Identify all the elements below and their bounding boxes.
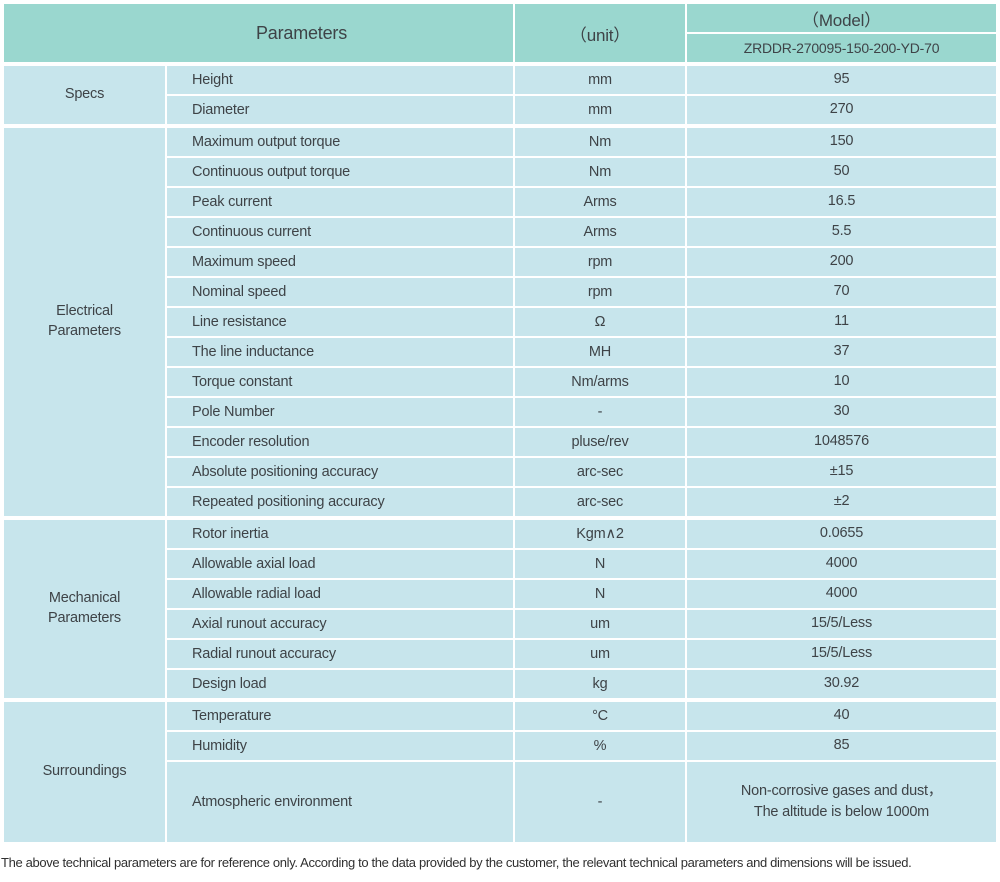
value-cell: 11 [687, 308, 996, 336]
header-parameters-label: Parameters [4, 4, 513, 62]
value-cell: ±15 [687, 458, 996, 486]
param-cell: Torque constant [167, 368, 513, 396]
value-cell: Non-corrosive gases and dust， The altitu… [687, 762, 996, 842]
value-cell: 4000 [687, 550, 996, 578]
param-cell: Temperature [167, 702, 513, 730]
param-cell: Humidity [167, 732, 513, 760]
unit-cell: Ω [515, 308, 685, 336]
unit-cell: um [515, 610, 685, 638]
value-cell: 15/5/Less [687, 640, 996, 668]
value-cell: 0.0655 [687, 520, 996, 548]
unit-cell: Arms [515, 218, 685, 246]
spec-sheet-page: Parameters （unit） （Model） ZRDDR-270095-1… [0, 4, 1000, 882]
table-body: Specs Height mm 95 Diameter mm 270 Electrical P… [4, 66, 996, 842]
value-cell: 150 [687, 128, 996, 156]
group-label: Electrical Parameters [4, 128, 165, 516]
unit-cell: mm [515, 66, 685, 94]
value-cell: 10 [687, 368, 996, 396]
unit-cell: Nm [515, 158, 685, 186]
value-cell: 70 [687, 278, 996, 306]
unit-cell: arc-sec [515, 458, 685, 486]
unit-cell: pluse/rev [515, 428, 685, 456]
header-unit-label: （unit） [515, 4, 685, 62]
unit-cell: rpm [515, 248, 685, 276]
unit-cell: N [515, 580, 685, 608]
unit-cell: Nm/arms [515, 368, 685, 396]
param-cell: Rotor inertia [167, 520, 513, 548]
unit-cell: Arms [515, 188, 685, 216]
footer-note: The above technical parameters are for r… [1, 855, 912, 870]
group-surroundings: Surroundings Temperature °C 40 Humidity% 85 At… [4, 702, 996, 842]
unit-cell: - [515, 762, 685, 842]
unit-cell: um [515, 640, 685, 668]
value-cell: 270 [687, 96, 996, 124]
param-cell: Diameter [167, 96, 513, 124]
unit-cell: MH [515, 338, 685, 366]
value-cell: 15/5/Less [687, 610, 996, 638]
value-cell: 200 [687, 248, 996, 276]
value-cell: 5.5 [687, 218, 996, 246]
group-label: Mechanical Parameters [4, 520, 165, 698]
param-cell: Continuous output torque [167, 158, 513, 186]
unit-cell: kg [515, 670, 685, 698]
unit-cell: Kgm∧2 [515, 520, 685, 548]
param-cell: Allowable axial load [167, 550, 513, 578]
header-model-number: ZRDDR-270095-150-200-YD-70 [687, 34, 996, 62]
group-electrical-parameters: Electrical Parameters Maximum output torq… [4, 128, 996, 516]
table-header: Parameters （unit） （Model） ZRDDR-270095-1… [4, 4, 996, 62]
unit-cell: mm [515, 96, 685, 124]
unit-cell: arc-sec [515, 488, 685, 516]
unit-cell: °C [515, 702, 685, 730]
param-cell: Allowable radial load [167, 580, 513, 608]
param-cell: Maximum speed [167, 248, 513, 276]
group-mechanical-parameters: Mechanical Parameters Rotor inertia Kgm∧2 0… [4, 520, 996, 698]
group-specs: Specs Height mm 95 Diameter mm 270 [4, 66, 996, 124]
value-cell: 37 [687, 338, 996, 366]
value-cell: 50 [687, 158, 996, 186]
value-cell: 40 [687, 702, 996, 730]
param-cell: Axial runout accuracy [167, 610, 513, 638]
unit-cell: rpm [515, 278, 685, 306]
unit-cell: N [515, 550, 685, 578]
value-cell: 16.5 [687, 188, 996, 216]
param-cell: Height [167, 66, 513, 94]
param-cell: Design load [167, 670, 513, 698]
param-cell: The line inductance [167, 338, 513, 366]
value-cell: 30 [687, 398, 996, 426]
param-cell: Atmospheric environment [167, 762, 513, 842]
value-cell: ±2 [687, 488, 996, 516]
param-cell: Radial runout accuracy [167, 640, 513, 668]
param-cell: Absolute positioning accuracy [167, 458, 513, 486]
group-label: Surroundings [4, 702, 165, 842]
param-cell: Encoder resolution [167, 428, 513, 456]
param-cell: Continuous current [167, 218, 513, 246]
param-cell: Maximum output torque [167, 128, 513, 156]
param-cell: Peak current [167, 188, 513, 216]
value-cell: 30.92 [687, 670, 996, 698]
param-cell: Repeated positioning accuracy [167, 488, 513, 516]
value-cell: 85 [687, 732, 996, 760]
unit-cell: % [515, 732, 685, 760]
unit-cell: Nm [515, 128, 685, 156]
group-label: Specs [4, 66, 165, 124]
param-cell: Line resistance [167, 308, 513, 336]
value-cell: 95 [687, 66, 996, 94]
param-cell: Pole Number [167, 398, 513, 426]
param-cell: Nominal speed [167, 278, 513, 306]
value-cell: 4000 [687, 580, 996, 608]
spec-table: Parameters （unit） （Model） ZRDDR-270095-1… [4, 4, 996, 842]
value-cell: 1048576 [687, 428, 996, 456]
header-model-label: （Model） [687, 4, 996, 32]
unit-cell: - [515, 398, 685, 426]
